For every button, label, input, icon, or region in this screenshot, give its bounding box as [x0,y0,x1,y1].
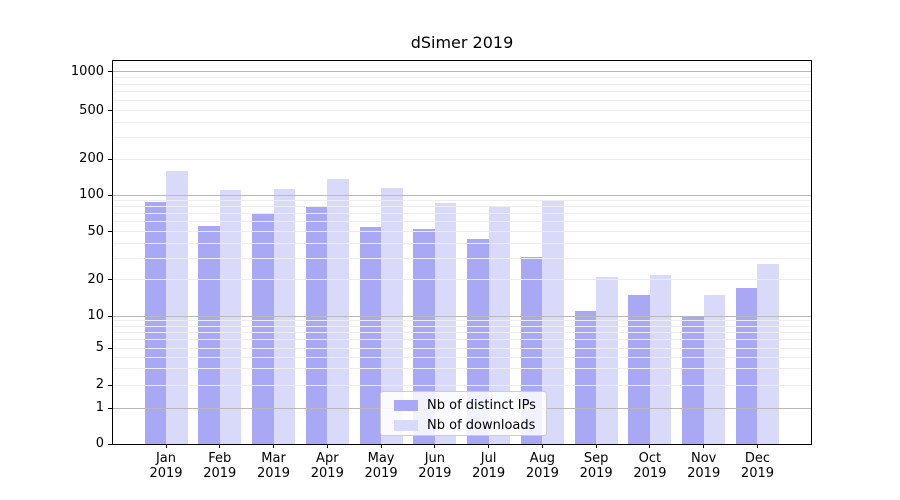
y-tick-mark [108,110,112,111]
x-tick-label: May 2019 [364,451,398,481]
bar-downloads-mar [273,188,296,444]
bar-downloads-jun [434,202,457,444]
bar-downloads-dec [757,263,779,444]
y-tick-label: 500 [79,102,104,118]
bar-ips-may [359,227,382,444]
bar-downloads-sep [596,276,618,444]
bars-layer [113,61,811,444]
y-tick-label: 20 [87,271,104,287]
bar-downloads-nov [703,294,726,444]
x-tick-mark [595,444,597,448]
y-tick-label: 0 [95,436,104,451]
y-tick-mark [108,315,112,317]
x-tick-label: Apr 2019 [310,451,344,481]
x-tick-label: Aug 2019 [525,451,559,481]
x-tick-label: Nov 2019 [687,451,721,481]
chart-title: dSimer 2019 [410,33,514,52]
y-tick-mark [108,231,112,232]
y-tick-label: 100 [79,187,104,202]
x-tick-mark [488,444,490,448]
legend-swatch-downloads [394,420,418,431]
bar-downloads-oct [649,274,672,444]
bar-downloads-apr [327,179,349,444]
x-tick-label: Dec 2019 [740,451,775,481]
x-tick-label: Feb 2019 [203,451,237,481]
legend-swatch-distinct-ips [394,400,418,411]
y-tick-label: 10 [87,308,104,323]
bar-downloads-aug [542,200,564,444]
legend-label-downloads: Nb of downloads [427,418,536,433]
x-tick-label: Jun 2019 [418,451,452,481]
bar-downloads-jan [166,170,188,444]
x-tick-label: Jan 2019 [149,451,183,481]
y-tick-mark [108,158,112,160]
bar-downloads-feb [219,190,242,444]
bar-ips-mar [252,213,274,444]
x-tick-label: Jul 2019 [472,451,506,481]
bar-ips-jun [413,229,435,444]
bar-ips-sep [574,310,597,444]
y-tick-label: 50 [87,223,104,239]
x-tick-label: Mar 2019 [256,451,291,481]
x-tick-mark [326,444,328,448]
bar-ips-nov [682,316,704,444]
x-tick-mark [703,444,705,448]
x-tick-mark [434,444,436,448]
y-tick-label: 200 [79,151,104,166]
y-tick-label: 1000 [70,63,104,79]
x-tick-mark [273,444,275,448]
plot-area [112,60,812,445]
x-tick-mark [649,444,651,448]
y-tick-label: 1 [95,400,104,415]
x-tick-label: Sep 2019 [579,451,613,481]
bar-ips-oct [628,294,650,444]
legend: Nb of distinct IPs Nb of downloads [380,391,547,436]
x-tick-mark [541,444,543,448]
bar-ips-dec [735,288,758,444]
bar-ips-apr [305,206,328,444]
x-tick-mark [219,444,221,448]
y-tick-mark [108,71,112,72]
bar-ips-jan [144,201,166,444]
y-tick-mark [108,194,112,196]
y-tick-label: 5 [95,340,104,355]
y-tick-mark [108,407,112,409]
x-tick-mark [380,444,382,448]
y-tick-mark [108,347,112,349]
y-tick-mark [108,443,112,445]
x-tick-label: Oct 2019 [633,451,667,481]
y-tick-mark [108,279,112,280]
bar-ips-feb [198,226,220,444]
y-tick-label: 2 [95,377,104,392]
legend-item-downloads: Nb of downloads [394,417,546,434]
x-tick-mark [165,444,167,448]
legend-item-distinct-ips: Nb of distinct IPs [394,397,546,414]
x-tick-mark [756,444,758,448]
legend-label-distinct-ips: Nb of distinct IPs [427,398,536,413]
y-tick-mark [108,384,112,386]
